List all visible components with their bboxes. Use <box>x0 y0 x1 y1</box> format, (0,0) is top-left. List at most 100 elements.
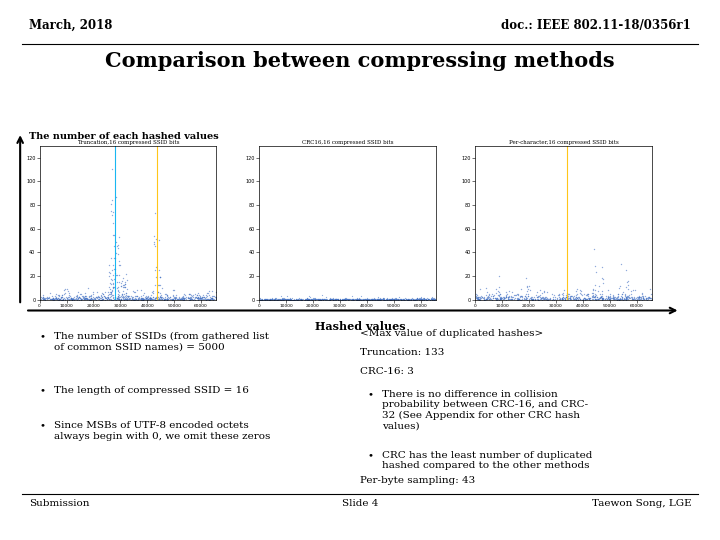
Point <box>426 295 437 303</box>
Point <box>480 295 492 303</box>
Point <box>145 295 157 303</box>
Point <box>596 274 608 282</box>
Point <box>638 294 649 303</box>
Point <box>596 294 608 302</box>
Point <box>494 272 505 280</box>
Point <box>89 295 100 303</box>
Point <box>269 295 281 303</box>
Point <box>513 295 525 303</box>
Point <box>626 295 638 303</box>
Point <box>275 295 287 304</box>
Point <box>330 295 342 303</box>
Point <box>279 295 290 303</box>
Point <box>176 295 187 303</box>
Point <box>190 293 202 301</box>
Point <box>387 295 398 303</box>
Point <box>142 295 153 303</box>
Point <box>402 294 413 303</box>
Point <box>112 283 124 292</box>
Point <box>339 294 351 302</box>
Point <box>579 289 590 298</box>
Point <box>626 294 638 303</box>
Point <box>328 295 339 304</box>
Point <box>369 295 381 303</box>
Point <box>106 292 117 301</box>
Point <box>641 294 652 303</box>
Point <box>50 292 61 301</box>
Point <box>387 293 398 302</box>
Point <box>279 295 290 303</box>
Point <box>588 293 599 301</box>
Point <box>108 275 120 284</box>
Point <box>145 293 157 302</box>
Point <box>351 295 362 304</box>
Point <box>409 295 420 303</box>
Point <box>109 264 120 273</box>
Point <box>361 295 372 304</box>
Point <box>599 294 611 303</box>
Point <box>573 294 585 302</box>
Point <box>627 295 639 303</box>
Point <box>318 294 330 303</box>
Point <box>335 295 346 303</box>
Point <box>613 295 624 304</box>
Point <box>287 293 298 302</box>
Point <box>340 295 351 304</box>
Point <box>355 295 366 303</box>
Point <box>154 289 166 298</box>
Point <box>138 293 149 302</box>
Point <box>570 295 582 303</box>
Point <box>604 292 616 301</box>
Point <box>382 295 394 303</box>
Point <box>557 295 569 303</box>
Point <box>472 291 483 299</box>
Point <box>639 294 650 303</box>
Point <box>71 293 83 301</box>
Point <box>114 295 126 304</box>
Point <box>68 295 79 304</box>
Point <box>63 292 75 301</box>
Point <box>323 295 335 304</box>
Point <box>192 291 203 299</box>
Point <box>634 292 645 301</box>
Point <box>150 209 161 218</box>
Point <box>415 295 426 303</box>
Point <box>409 295 420 303</box>
Point <box>503 294 514 303</box>
Point <box>423 295 435 304</box>
Point <box>53 295 65 303</box>
Point <box>307 295 318 303</box>
Point <box>75 294 86 303</box>
Point <box>186 295 197 303</box>
Point <box>346 295 358 303</box>
Point <box>335 295 346 304</box>
Point <box>613 295 624 304</box>
Point <box>329 295 341 304</box>
Point <box>534 291 545 299</box>
Point <box>596 290 608 299</box>
Point <box>66 295 78 303</box>
Point <box>119 294 130 303</box>
Point <box>354 294 365 303</box>
Point <box>598 274 609 283</box>
Point <box>572 293 584 302</box>
Point <box>481 295 492 303</box>
Point <box>591 295 603 303</box>
Point <box>596 292 608 300</box>
Point <box>81 294 92 302</box>
Point <box>629 286 641 295</box>
Point <box>46 295 58 303</box>
Point <box>415 295 427 304</box>
Point <box>330 295 341 304</box>
Point <box>590 281 601 289</box>
Point <box>117 274 129 283</box>
Point <box>283 294 294 303</box>
Point <box>283 295 294 304</box>
Point <box>125 295 137 304</box>
Point <box>500 293 512 301</box>
Point <box>295 295 307 303</box>
Point <box>343 295 354 304</box>
Point <box>60 295 71 304</box>
Point <box>90 295 102 304</box>
Point <box>80 294 91 302</box>
